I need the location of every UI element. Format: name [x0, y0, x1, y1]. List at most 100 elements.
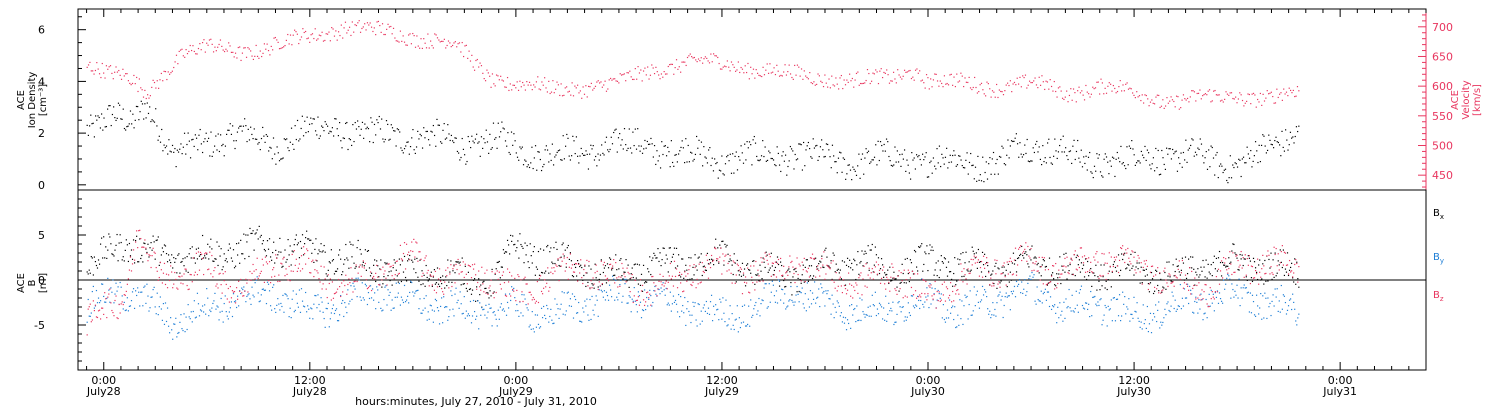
density-point — [679, 150, 681, 152]
bz-point — [502, 271, 505, 273]
velocity-point — [1034, 77, 1036, 79]
velocity-point — [625, 80, 627, 82]
by-point — [494, 314, 496, 316]
by-point — [534, 314, 536, 316]
bx-point — [413, 268, 415, 270]
velocity-point — [548, 80, 550, 82]
by-point — [914, 304, 917, 306]
velocity-point — [160, 72, 162, 75]
bx-point — [333, 273, 336, 275]
by-point — [155, 313, 157, 315]
by-point — [459, 291, 461, 293]
bx-point — [1057, 277, 1059, 279]
by-point — [1130, 313, 1132, 315]
by-point — [992, 302, 994, 304]
density-point — [1220, 163, 1222, 165]
velocity-point — [958, 80, 961, 82]
bx-point — [805, 259, 807, 261]
bx-point — [431, 285, 433, 287]
velocity-point — [1024, 74, 1027, 76]
velocity-point — [608, 79, 610, 81]
by-point — [1085, 302, 1088, 304]
density-point — [796, 158, 799, 160]
velocity-point — [774, 73, 777, 76]
bx-point — [441, 282, 443, 285]
by-point — [170, 317, 172, 319]
density-point — [968, 161, 971, 164]
velocity-point — [1126, 82, 1128, 84]
by-point — [750, 299, 752, 301]
velocity-point — [522, 81, 524, 84]
velocity-point — [1083, 99, 1086, 101]
density-point — [1170, 158, 1173, 160]
velocity-point — [719, 68, 722, 70]
bz-point — [88, 306, 90, 308]
density-point — [191, 139, 193, 141]
bx-point — [611, 269, 613, 271]
by-point — [472, 299, 475, 302]
density-point — [201, 151, 204, 154]
by-point — [312, 318, 314, 320]
by-point — [990, 317, 992, 319]
by-point — [705, 300, 708, 303]
bx-point — [541, 272, 544, 274]
density-point — [419, 133, 421, 136]
bx-point — [1025, 251, 1027, 253]
velocity-point — [1224, 98, 1226, 100]
density-point — [841, 171, 843, 173]
density-point — [849, 169, 852, 171]
bx-point — [326, 275, 328, 277]
bx-point — [718, 262, 720, 264]
bx-point — [1208, 271, 1210, 273]
velocity-point — [685, 64, 687, 67]
velocity-point — [601, 86, 603, 88]
by-point — [1013, 285, 1016, 288]
velocity-point — [361, 27, 363, 30]
by-point — [742, 321, 745, 323]
velocity-point — [761, 75, 763, 78]
by-point — [281, 305, 283, 308]
by-point — [387, 289, 389, 291]
bx-point — [239, 262, 241, 264]
density-point — [946, 147, 948, 149]
bz-point — [87, 308, 89, 310]
by-point — [603, 290, 606, 292]
by-point — [471, 315, 474, 317]
density-point — [680, 146, 682, 149]
by-point — [1271, 300, 1273, 303]
by-point — [1291, 308, 1293, 311]
bx-point — [1288, 269, 1291, 271]
by-point — [1042, 293, 1044, 295]
bx-point — [344, 259, 346, 261]
bx-point — [985, 275, 987, 278]
density-point — [941, 153, 943, 155]
velocity-point — [692, 57, 694, 59]
bx-point — [605, 282, 608, 284]
by-point — [797, 293, 799, 295]
bz-point — [113, 315, 115, 317]
velocity-point — [931, 86, 933, 88]
bz-point — [492, 292, 494, 294]
density-point — [925, 152, 927, 154]
density-point — [139, 111, 141, 113]
bz-point — [437, 278, 440, 280]
bz-point — [155, 266, 157, 269]
bx-point — [782, 275, 784, 277]
bx-point — [581, 266, 583, 269]
by-point — [341, 302, 343, 304]
density-point — [372, 141, 374, 144]
by-point — [1158, 301, 1160, 303]
bz-point — [431, 284, 433, 286]
by-point — [903, 320, 905, 322]
velocity-point — [163, 70, 165, 72]
density-point — [728, 160, 730, 162]
bx-point — [990, 274, 992, 276]
bx-point — [927, 269, 929, 272]
velocity-point — [1044, 88, 1046, 91]
density-point — [764, 146, 766, 148]
bx-point — [504, 251, 507, 253]
density-point — [340, 140, 342, 142]
velocity-point — [785, 74, 788, 76]
bz-point — [209, 251, 211, 253]
density-point — [496, 147, 498, 149]
